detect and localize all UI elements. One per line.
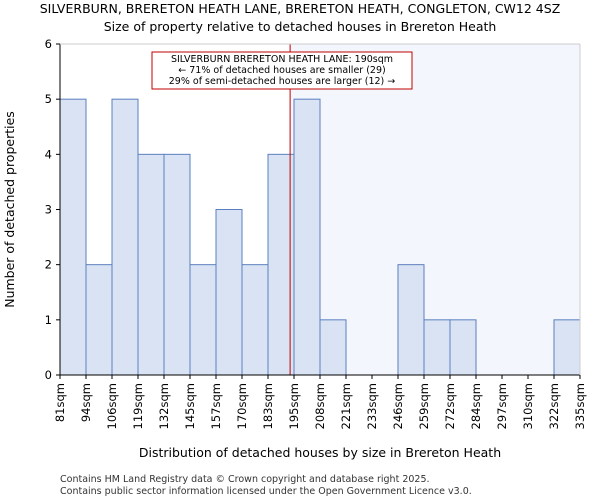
y-tick-label: 5	[45, 92, 52, 106]
bars	[59, 98, 581, 376]
x-tick-label: 335sqm	[573, 383, 587, 429]
annotation-line-2: ← 71% of detached houses are smaller (29…	[178, 65, 385, 76]
chart-title: SILVERBURN, BRERETON HEATH LANE, BRERETO…	[40, 1, 561, 16]
y-tick-label: 1	[45, 313, 52, 327]
bar-246sqm	[397, 264, 425, 376]
bar-170sqm	[241, 264, 269, 376]
x-tick-label: 221sqm	[339, 383, 353, 429]
x-tick-label: 170sqm	[235, 383, 249, 429]
x-tick-label: 145sqm	[183, 383, 197, 429]
bar-157sqm	[215, 209, 243, 376]
x-tick-label: 284sqm	[469, 383, 483, 429]
x-tick-label: 246sqm	[391, 383, 405, 429]
y-tick-label: 2	[45, 258, 52, 272]
bar-106sqm	[111, 98, 139, 376]
x-tick-label: 132sqm	[157, 383, 171, 429]
bar-94sqm	[85, 264, 113, 376]
bar-322sqm	[553, 319, 581, 376]
x-tick-label: 183sqm	[261, 383, 275, 429]
x-tick-label: 119sqm	[131, 383, 145, 429]
y-tick-label: 4	[45, 147, 52, 161]
x-tick-label: 322sqm	[547, 383, 561, 429]
x-tick-label: 157sqm	[209, 383, 223, 429]
bar-259sqm	[423, 319, 451, 376]
x-tick-label: 195sqm	[287, 383, 301, 429]
y-tick-label: 6	[45, 37, 52, 51]
x-tick-label: 208sqm	[313, 383, 327, 429]
y-tick-labels: 0 1 2 3 4 5 6	[45, 37, 60, 382]
footer-line-2: Contains public sector information licen…	[60, 486, 472, 497]
x-axis-label: Distribution of detached houses by size …	[139, 445, 501, 460]
y-tick-label: 0	[45, 368, 52, 382]
x-tick-label: 272sqm	[443, 383, 457, 429]
bar-119sqm	[137, 153, 165, 376]
x-tick-label: 106sqm	[105, 383, 119, 429]
bar-145sqm	[189, 264, 217, 376]
x-tick-label: 310sqm	[521, 383, 535, 429]
y-axis-label: Number of detached properties	[2, 111, 17, 308]
bar-195sqm	[293, 98, 321, 376]
annotation-box	[151, 51, 413, 90]
bar-81sqm	[59, 98, 87, 376]
annotation-line-1: SILVERBURN BRERETON HEATH LANE: 190sqm	[171, 54, 393, 65]
bar-272sqm	[449, 319, 477, 376]
x-tick-label: 233sqm	[365, 383, 379, 429]
x-tick-label: 259sqm	[417, 383, 431, 429]
chart-subtitle: Size of property relative to detached ho…	[104, 19, 497, 34]
annotation-line-3: 29% of semi-detached houses are larger (…	[169, 76, 396, 87]
bar-208sqm	[319, 319, 347, 376]
footer-line-1: Contains HM Land Registry data © Crown c…	[60, 474, 430, 485]
x-tick-label: 297sqm	[495, 383, 509, 429]
x-tick-label: 94sqm	[79, 383, 93, 422]
x-tick-labels: 81sqm 94sqm 106sqm 119sqm 132sqm 145sqm 157sqm…	[53, 375, 587, 429]
bar-132sqm	[163, 153, 191, 376]
x-tick-label: 81sqm	[53, 383, 67, 422]
y-tick-label: 3	[45, 203, 52, 217]
